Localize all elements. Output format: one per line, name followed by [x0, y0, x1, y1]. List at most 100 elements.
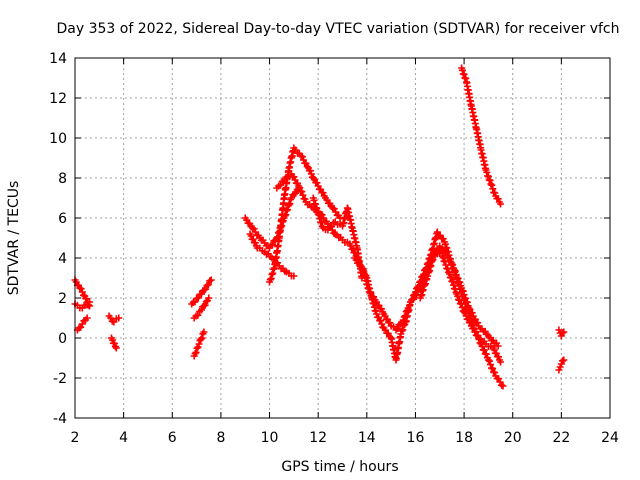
- data-point-marker: [461, 309, 469, 317]
- data-point-marker: [557, 332, 565, 340]
- x-tick-label: 24: [601, 430, 619, 446]
- data-point-marker: [495, 375, 503, 383]
- data-point-marker: [484, 356, 492, 364]
- data-point-marker: [290, 173, 298, 181]
- data-point-marker: [307, 170, 315, 178]
- data-point-marker: [266, 276, 274, 284]
- data-point-marker: [560, 328, 568, 336]
- data-point-marker: [112, 344, 120, 352]
- x-tick-label: 18: [455, 430, 473, 446]
- y-tick-label: 2: [58, 291, 67, 307]
- data-point-marker: [355, 259, 363, 267]
- data-point-marker: [444, 265, 452, 273]
- data-point-marker: [269, 269, 277, 277]
- data-point-marker: [494, 195, 502, 203]
- data-point-marker: [317, 219, 325, 227]
- data-point-marker: [319, 189, 327, 197]
- data-point-marker: [489, 365, 497, 373]
- data-point-marker: [77, 285, 85, 293]
- data-point-marker: [450, 281, 458, 289]
- data-point-marker: [326, 199, 334, 207]
- x-tick-label: 14: [358, 430, 376, 446]
- data-point-marker: [330, 205, 338, 213]
- data-point-marker: [83, 314, 91, 322]
- data-point-marker: [474, 319, 482, 327]
- x-tick-label: 12: [309, 430, 327, 446]
- data-point-marker: [494, 342, 502, 350]
- data-point-marker: [286, 200, 294, 208]
- data-point-marker: [393, 325, 401, 333]
- data-point-marker: [400, 322, 408, 330]
- data-point-marker: [409, 295, 417, 303]
- data-point-marker: [359, 265, 367, 273]
- data-point-marker: [299, 191, 307, 199]
- data-point-marker: [497, 358, 505, 366]
- data-point-marker: [499, 382, 507, 390]
- data-point-marker: [458, 66, 466, 74]
- data-point-marker: [497, 200, 505, 208]
- data-point-marker: [377, 317, 385, 325]
- data-point-marker: [197, 290, 205, 298]
- data-point-marker: [298, 153, 306, 161]
- data-point-marker: [488, 181, 496, 189]
- data-point-marker: [557, 360, 565, 368]
- data-point-marker: [200, 328, 208, 336]
- data-point-marker: [399, 326, 407, 334]
- data-point-marker: [198, 334, 206, 342]
- series-arc-18: [555, 326, 568, 340]
- data-point-marker: [303, 163, 311, 171]
- data-point-marker: [462, 74, 470, 82]
- data-point-marker: [442, 261, 450, 269]
- data-point-marker: [202, 285, 210, 293]
- x-tick-label: 2: [71, 430, 80, 446]
- data-point-marker: [458, 304, 466, 311]
- series-arc-6: [188, 276, 215, 308]
- y-tick-label: 10: [49, 131, 67, 147]
- data-point-marker: [483, 168, 491, 176]
- data-point-marker: [292, 189, 300, 197]
- series-arc-4: [105, 312, 123, 326]
- data-point-marker: [480, 346, 488, 354]
- x-axis-label: GPS time / hours: [281, 459, 398, 475]
- data-point-marker: [250, 225, 258, 233]
- x-tick-label: 16: [407, 430, 425, 446]
- data-point-marker: [470, 325, 478, 333]
- y-tick-label: 4: [58, 251, 67, 267]
- series-arc-1: [71, 276, 94, 310]
- y-tick-label: 12: [49, 91, 67, 107]
- data-point-marker: [197, 335, 205, 343]
- data-point-marker: [191, 350, 199, 358]
- data-point-marker: [496, 378, 504, 386]
- series-arc-17: [458, 64, 505, 208]
- data-point-marker: [439, 254, 447, 262]
- data-point-marker: [441, 258, 449, 266]
- data-point-marker: [451, 285, 459, 293]
- plot-frame: [74, 57, 611, 419]
- data-point-marker: [486, 361, 494, 369]
- data-point-marker: [417, 277, 425, 285]
- data-point-marker: [195, 340, 203, 348]
- data-point-marker: [268, 270, 276, 278]
- data-point-marker: [306, 167, 314, 175]
- data-point-marker: [204, 281, 212, 289]
- series-arc-11: [266, 144, 344, 286]
- series-arc-19: [555, 356, 568, 374]
- data-point-marker: [315, 211, 323, 219]
- data-point-marker: [392, 326, 400, 334]
- data-point-marker: [491, 369, 499, 377]
- x-tick-label: 8: [216, 430, 225, 446]
- data-point-marker: [316, 215, 324, 223]
- data-point-marker: [251, 239, 259, 247]
- data-point-marker: [560, 356, 568, 364]
- data-point-marker: [414, 283, 422, 291]
- data-point-marker: [314, 210, 322, 218]
- grid-lines: [75, 58, 610, 418]
- data-point-marker: [411, 288, 419, 296]
- series-arc-2: [71, 298, 94, 312]
- data-point-marker: [205, 294, 213, 302]
- y-axis-label: SDTVAR / TECUs: [6, 181, 22, 296]
- y-tick-label: 0: [58, 331, 67, 347]
- y-tick-label: 8: [58, 171, 67, 187]
- data-point-marker: [193, 344, 201, 352]
